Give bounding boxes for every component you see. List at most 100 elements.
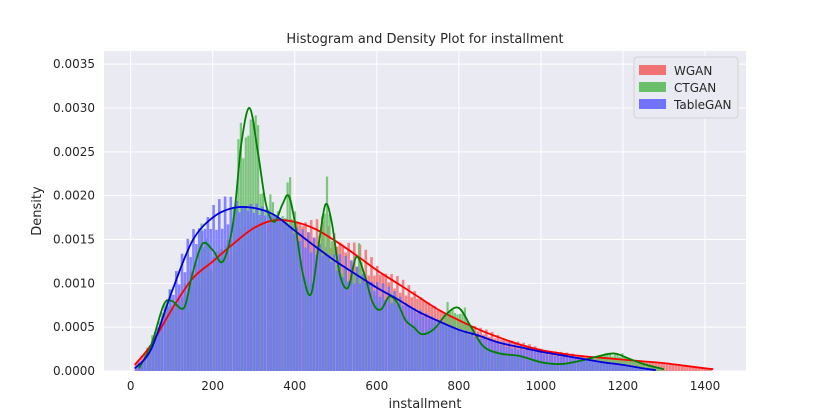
histogram-bar <box>645 368 649 371</box>
histogram-bar <box>677 365 681 371</box>
histogram-bar <box>638 361 641 371</box>
histogram-bar <box>370 281 373 371</box>
histogram-bar <box>341 277 345 371</box>
y-axis-label: Density <box>30 186 45 236</box>
histogram-bar <box>602 362 606 371</box>
histogram-bar <box>264 215 267 371</box>
histogram-bar <box>446 302 449 371</box>
histogram-bar <box>281 220 284 371</box>
histogram-bar <box>269 215 273 371</box>
legend-swatch-tablegan <box>639 99 666 109</box>
histogram-bar <box>419 310 422 371</box>
histogram-bar <box>519 345 523 371</box>
histogram-bar <box>689 367 692 371</box>
histogram-bar <box>584 358 587 371</box>
y-tick-label: 0.0030 <box>53 101 95 115</box>
histogram-bar <box>381 283 385 371</box>
histogram-bar <box>600 361 603 371</box>
histogram-bar <box>393 291 396 371</box>
histogram-bar <box>192 229 195 371</box>
histogram-bar <box>686 365 689 371</box>
histogram-bar <box>433 320 436 371</box>
histogram-bar <box>616 354 619 371</box>
x-tick-label: 800 <box>447 379 470 393</box>
histogram-bar <box>140 360 144 371</box>
y-tick-label: 0.0010 <box>53 276 95 290</box>
histogram-bar <box>396 304 399 371</box>
histogram-bar <box>195 244 198 371</box>
histogram-bar <box>304 247 307 371</box>
histogram-bar <box>350 260 353 371</box>
histogram-bar <box>508 342 511 371</box>
legend: WGAN CTGAN TableGAN <box>633 56 739 119</box>
histogram-bar <box>377 302 380 371</box>
histogram-bar <box>628 365 632 371</box>
histogram-bar <box>215 229 218 371</box>
histogram-bar <box>680 365 683 371</box>
histogram-bar <box>465 330 468 371</box>
histogram-bar <box>220 228 224 371</box>
histogram-bar <box>567 362 570 371</box>
histogram-bar <box>645 364 649 371</box>
histogram-bar <box>620 364 623 371</box>
histogram-bar <box>321 255 324 371</box>
histogram-bar <box>473 336 477 371</box>
histogram-bar <box>312 237 316 371</box>
histogram-bar <box>577 357 580 371</box>
histogram-bar <box>189 257 192 371</box>
histogram-bar <box>246 210 250 371</box>
x-tick-label: 1000 <box>526 379 557 393</box>
histogram-bar <box>674 364 678 371</box>
legend-label-ctgan: CTGAN <box>674 81 716 95</box>
histogram-bar <box>574 357 577 371</box>
histogram-bar <box>387 286 391 371</box>
histogram-bar <box>332 254 336 371</box>
histogram-bar <box>621 353 624 371</box>
x-axis-label: installment <box>389 397 462 412</box>
histogram-bar <box>197 228 201 371</box>
histogram-bar <box>412 325 415 371</box>
histogram-bar <box>289 226 293 371</box>
y-tick-label: 0.0035 <box>53 57 95 71</box>
histogram-bar <box>177 284 181 371</box>
chart-title: Histogram and Density Plot for installme… <box>286 32 563 47</box>
histogram-bar <box>482 335 485 371</box>
histogram-bar <box>594 360 597 371</box>
histogram-bar <box>232 217 235 371</box>
density-layer <box>134 107 714 371</box>
histogram-bar <box>241 206 244 371</box>
histogram-bar <box>467 334 471 371</box>
histogram-bar <box>485 339 488 371</box>
histogram-bar <box>643 368 646 371</box>
histogram-bar <box>463 307 466 371</box>
histogram-bar <box>637 367 640 371</box>
histogram-bar <box>442 323 445 371</box>
histogram-bar <box>154 333 158 371</box>
histogram-bar <box>399 296 402 371</box>
histogram-bar <box>505 347 508 371</box>
histogram-bar <box>571 357 574 371</box>
x-tick-label: 1400 <box>690 379 721 393</box>
histogram-bar <box>309 252 313 371</box>
histogram-bar <box>562 354 566 371</box>
legend-label-tablegan: TableGAN <box>673 98 732 112</box>
histogram-bar <box>223 196 227 371</box>
histogram-bar <box>226 224 230 371</box>
histogram-bar <box>292 233 296 371</box>
histogram-bar <box>597 361 600 371</box>
histogram-bar <box>697 367 701 371</box>
histogram-bar <box>424 313 428 371</box>
histogram-bar <box>200 230 204 371</box>
histogram-bar <box>298 241 301 371</box>
histogram-bar <box>143 355 146 371</box>
histogram-bar <box>373 290 376 371</box>
histogram-bar <box>516 349 520 371</box>
histogram-bar <box>188 282 191 371</box>
histogram-bar <box>238 212 241 371</box>
histogram-bar <box>582 358 586 371</box>
histogram-bar <box>175 271 178 371</box>
histogram-bar <box>307 232 310 371</box>
histogram-bar <box>235 200 238 371</box>
histogram-bar <box>551 351 554 371</box>
